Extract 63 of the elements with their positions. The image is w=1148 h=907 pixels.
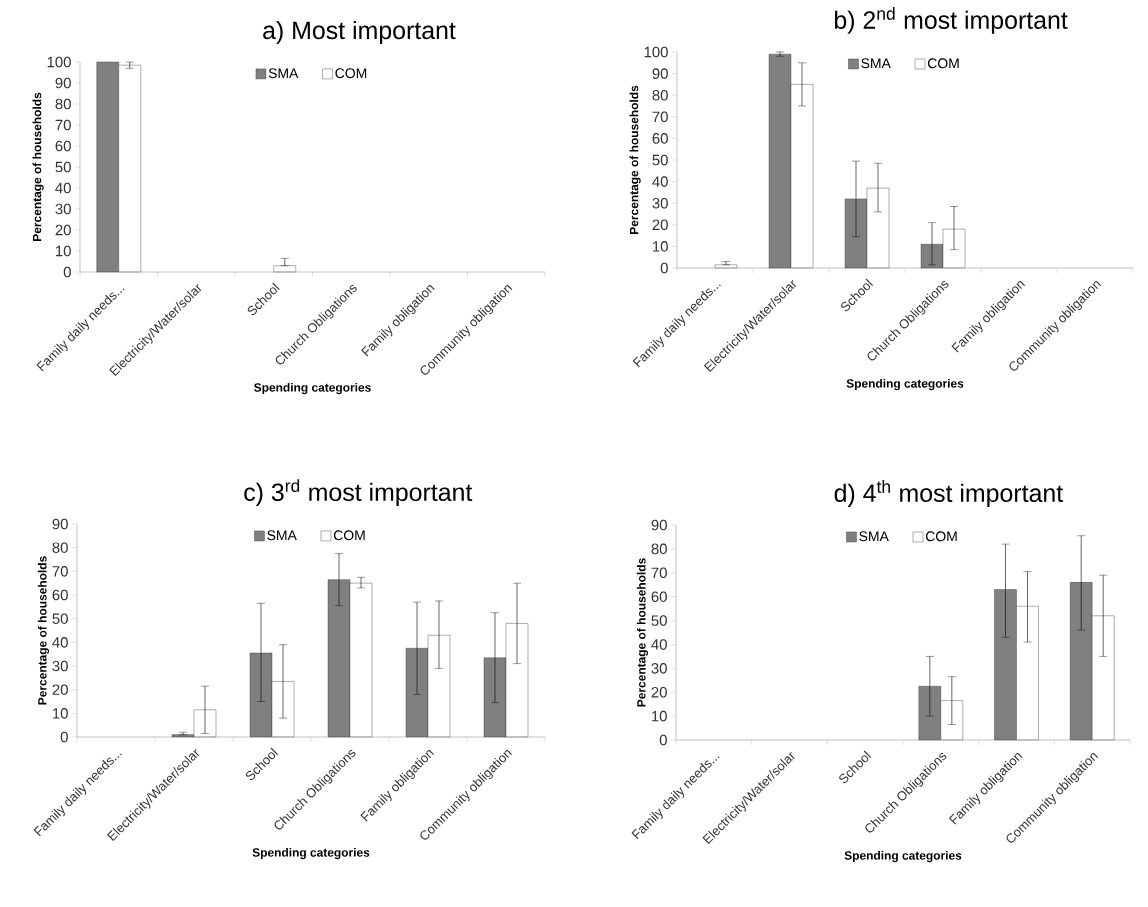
y-tick-label: 40 xyxy=(651,639,667,650)
y-tick-label: 30 xyxy=(651,663,667,674)
y-tick-label: 90 xyxy=(651,519,667,531)
y-tick-label: 20 xyxy=(651,686,667,698)
legend-label: COM xyxy=(925,531,957,542)
legend-label: SMA xyxy=(861,58,891,69)
x-axis-title: Spending categories xyxy=(844,850,962,863)
y-tick-label: 80 xyxy=(651,543,667,555)
chart-title: d) 4$^{th}$ most important xyxy=(834,480,1063,507)
y-tick-label: 40 xyxy=(55,182,71,194)
chart-title: a) Most important xyxy=(263,20,456,45)
y-tick-label: 60 xyxy=(652,133,668,144)
y-tick-label: 70 xyxy=(55,119,71,131)
y-tick-label: 20 xyxy=(55,224,71,236)
y-axis-title: Percentage of households xyxy=(32,92,44,241)
y-tick-label: 50 xyxy=(55,161,71,173)
chart-title: b) 2$^{nd}$ most important xyxy=(835,7,1068,34)
y-tick-label: 80 xyxy=(52,542,68,553)
y-tick-label: 0 xyxy=(63,266,71,278)
y-tick-label: 0 xyxy=(60,731,68,743)
y-tick-label: 100 xyxy=(47,56,71,68)
y-tick-label: 50 xyxy=(651,615,667,626)
y-axis-title: Percentage of households xyxy=(636,558,649,707)
chart-title: c) 3$^{rd}$ most important xyxy=(244,479,473,506)
y-tick-label: 70 xyxy=(652,111,668,123)
y-tick-label: 70 xyxy=(52,566,68,577)
y-tick-label: 90 xyxy=(652,68,668,79)
y-tick-label: 30 xyxy=(52,660,68,672)
y-tick-label: 10 xyxy=(56,245,71,257)
y-tick-label: 80 xyxy=(652,89,668,101)
legend-label: COM xyxy=(333,530,365,541)
y-tick-label: 60 xyxy=(52,589,68,601)
y-tick-label: 10 xyxy=(53,708,68,719)
y-tick-label: 0 xyxy=(659,734,667,746)
y-tick-label: 100 xyxy=(644,46,668,58)
y-axis-title: Percentage of households xyxy=(37,556,50,705)
y-axis-title: Percentage of households xyxy=(629,85,641,234)
y-tick-label: 40 xyxy=(652,176,668,187)
y-tick-label: 90 xyxy=(52,518,68,530)
y-tick-label: 10 xyxy=(653,241,668,252)
legend-label: SMA xyxy=(267,530,297,541)
y-tick-label: 10 xyxy=(652,710,667,722)
x-axis-title: Spending categories xyxy=(252,847,370,860)
y-tick-label: 20 xyxy=(652,219,668,231)
y-tick-label: 60 xyxy=(55,140,71,152)
y-tick-label: 30 xyxy=(652,197,668,209)
y-tick-label: 0 xyxy=(660,262,668,274)
x-axis-title: Spending categories xyxy=(846,378,964,391)
y-tick-label: 90 xyxy=(55,77,71,89)
y-tick-label: 70 xyxy=(651,567,667,579)
y-tick-label: 20 xyxy=(52,684,68,695)
legend-label: SMA xyxy=(268,68,299,79)
bar xyxy=(273,265,296,273)
y-tick-label: 40 xyxy=(52,637,68,648)
y-tick-label: 50 xyxy=(652,154,668,166)
y-tick-label: 80 xyxy=(55,98,71,110)
y-tick-label: 30 xyxy=(55,203,71,215)
x-axis-title: Spending categories xyxy=(254,382,371,395)
y-tick-label: 50 xyxy=(52,613,68,624)
legend-label: COM xyxy=(927,58,959,69)
legend-label: COM xyxy=(335,68,367,79)
legend-label: SMA xyxy=(859,531,889,542)
y-tick-label: 60 xyxy=(651,591,667,602)
